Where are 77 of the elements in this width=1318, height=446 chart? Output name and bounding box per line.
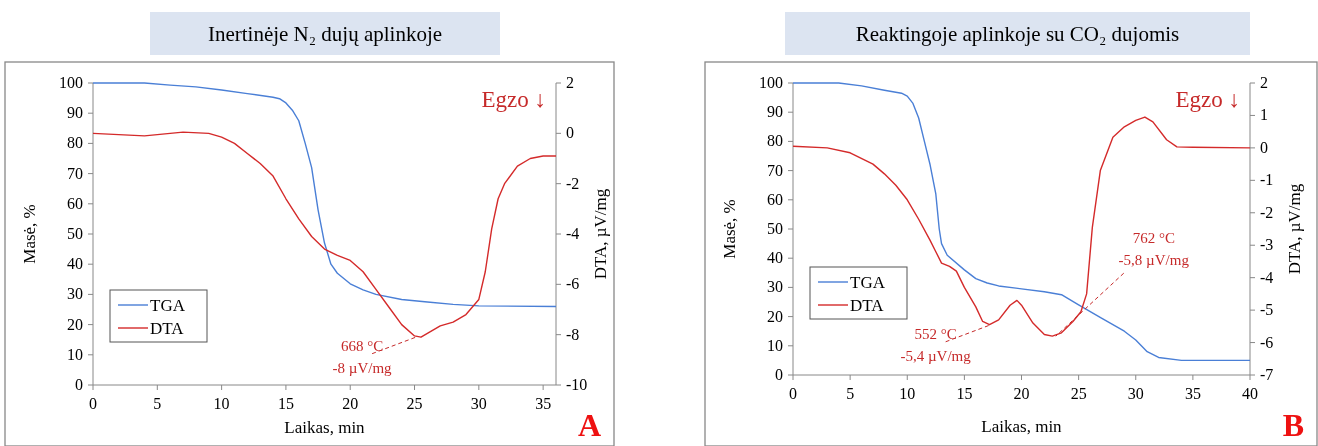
x-tick-label: 20 [1013, 385, 1030, 402]
y-tick-label: 70 [767, 161, 783, 179]
y2-tick-label: -8 [566, 325, 580, 343]
y-axis-title: Masė, % [720, 199, 739, 259]
y2-tick-label: 2 [1260, 74, 1268, 91]
y-tick-label: 20 [767, 307, 783, 325]
y-tick-label: 40 [767, 249, 783, 267]
y2-tick-label: -4 [566, 225, 580, 242]
x-tick-label: 10 [213, 395, 230, 412]
x-tick-label: 15 [956, 385, 973, 402]
y2-tick-label: -7 [1260, 366, 1274, 383]
y2-tick-label: -2 [566, 174, 580, 192]
y2-tick-label: -3 [1260, 236, 1274, 254]
x-axis-title: Laikas, min [981, 417, 1063, 436]
annotation: 762 °C -5,8 µV/mg [1118, 230, 1190, 269]
x-tick-label: 5 [153, 395, 162, 412]
x-tick-label: 35 [1184, 385, 1201, 402]
y-tick-label: 100 [759, 74, 783, 91]
y-tick-label: 90 [67, 104, 83, 122]
annotation: 552 °C -5,4 µV/mg [900, 325, 972, 364]
annotation: Egzo ↓ [481, 87, 546, 112]
y2-tick-label: -2 [1260, 203, 1274, 221]
y2-tick-label: 1 [1260, 106, 1268, 124]
y-tick-label: 80 [67, 134, 83, 152]
y-tick-label: 50 [67, 225, 83, 242]
legend-label: TGA [150, 296, 186, 315]
y-tick-label: 80 [767, 132, 783, 150]
y-tick-label: 70 [67, 164, 83, 182]
x-tick-label: 30 [470, 395, 487, 412]
annotation: Egzo ↓ [1175, 87, 1240, 112]
x-tick-label: 10 [899, 385, 916, 402]
line-series [792, 116, 1251, 337]
y2-tick-label: -6 [566, 275, 580, 293]
x-tick-label: 0 [789, 385, 797, 402]
x-tick-label: 0 [89, 395, 97, 412]
y-tick-label: 10 [767, 336, 783, 354]
x-tick-label: 25 [1070, 385, 1087, 402]
y-tick-label: 30 [67, 285, 83, 303]
y2-tick-label: 0 [566, 124, 574, 142]
y2-tick-label: 0 [1260, 138, 1268, 156]
y2-tick-label: -1 [1260, 171, 1274, 189]
y-tick-label: 30 [767, 278, 783, 296]
x-tick-label: 15 [277, 395, 294, 412]
legend-label: DTA [150, 319, 185, 338]
legend-label: DTA [850, 296, 885, 315]
x-tick-label: 30 [1127, 385, 1144, 402]
y-tick-label: 90 [767, 103, 783, 121]
y2-axis-title: DTA, µV/mg [1285, 183, 1304, 275]
y2-axis-title: DTA, µV/mg [591, 188, 610, 280]
x-tick-label: 35 [535, 395, 552, 412]
y2-tick-label: 2 [566, 74, 574, 91]
x-tick-label: 5 [846, 385, 855, 402]
text: B [1282, 407, 1304, 443]
text: A [577, 407, 601, 443]
x-tick-label: 25 [406, 395, 423, 412]
y-tick-label: 100 [59, 74, 83, 91]
chart-title: Inertinėje N₂ dujų aplinkoje [207, 22, 443, 46]
x-tick-label: 20 [342, 395, 359, 412]
y2-tick-label: -10 [566, 376, 588, 393]
y-tick-label: 50 [767, 220, 783, 237]
y-tick-label: 0 [775, 366, 783, 383]
y-tick-label: 60 [767, 190, 783, 208]
y-tick-label: 10 [67, 345, 83, 363]
y2-tick-label: -6 [1260, 333, 1274, 351]
annotation: 668 °C -8 µV/mg [332, 337, 393, 376]
y2-tick-label: -4 [1260, 268, 1274, 286]
y-tick-label: 20 [67, 315, 83, 333]
legend-label: TGA [850, 273, 886, 292]
line-series [792, 82, 1251, 362]
x-tick-label: 40 [1242, 385, 1258, 402]
x-axis-title: Laikas, min [284, 418, 366, 437]
y2-tick-label: -5 [1260, 301, 1274, 319]
chart-title: Reaktingoje aplinkoje su CO₂ dujomis [855, 22, 1180, 46]
line-series [92, 131, 557, 338]
y-tick-label: 60 [67, 194, 83, 212]
y-axis-title: Masė, % [20, 204, 39, 264]
y-tick-label: 40 [67, 255, 83, 273]
